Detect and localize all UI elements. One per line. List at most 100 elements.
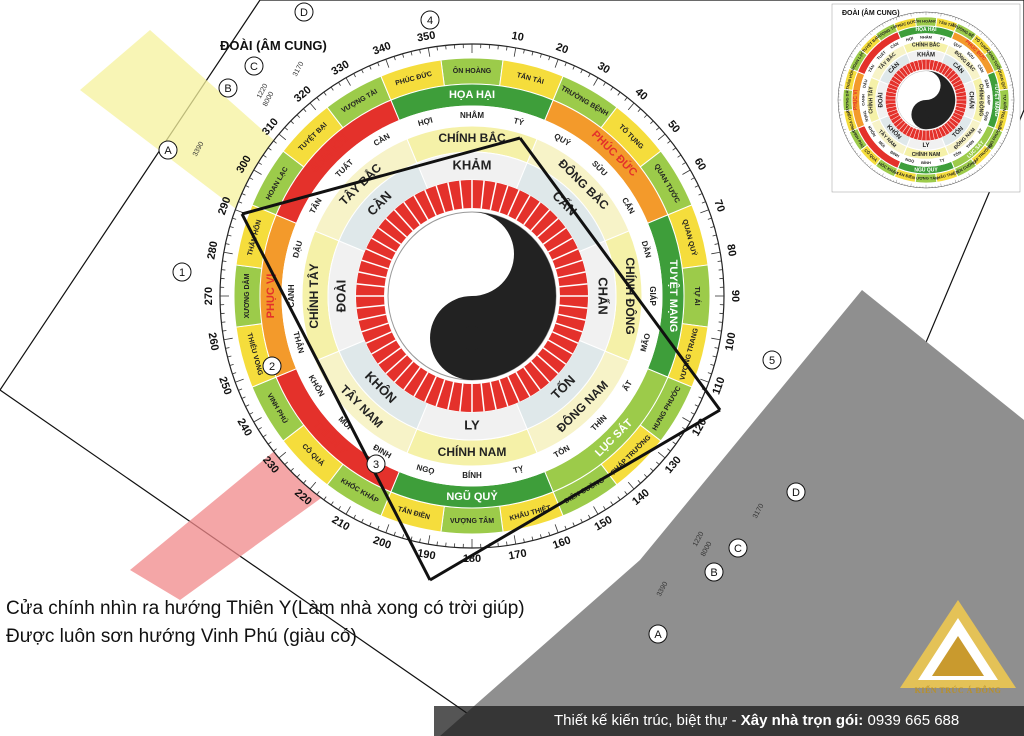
hexagram-line: [507, 189, 520, 216]
hexagram-line: [489, 381, 497, 410]
dial-tick: [554, 524, 559, 533]
hexagram-line: [507, 376, 520, 403]
hexagram-line: [557, 271, 586, 279]
degree-label: 280: [205, 240, 220, 260]
footer-bold: Xây nhà trọn gói:: [740, 712, 864, 729]
star-ring-label: NGŨ QUỶ: [446, 490, 498, 503]
hexagram-line: [552, 248, 579, 261]
dial-tick: [867, 34, 869, 36]
hexagram-line: [555, 259, 583, 270]
dial-tick: [249, 412, 254, 415]
mountain-ring-label: TỐN: [952, 150, 962, 159]
hexagram-line: [365, 248, 392, 261]
dial-tick: [657, 133, 666, 141]
logo-name: KIẾN TRÚC Á ĐÔNG: [914, 686, 1002, 695]
mountain-ring-label: MÃO: [983, 111, 990, 121]
star-ring-label: TUYỆT MẠNG: [667, 260, 680, 333]
trigram-ring-label: ĐOÀI: [333, 280, 348, 313]
dial-tick: [278, 451, 287, 459]
hexagram-line: [555, 322, 583, 333]
degree-label: 240: [235, 417, 255, 439]
hexagram-line: [547, 237, 573, 253]
dial-tick: [682, 417, 691, 423]
mountain-ring-label: THÌN: [965, 139, 975, 149]
dial-tick: [227, 234, 232, 237]
mountain-ring-label: DẦN: [640, 240, 654, 260]
hexagram-line: [905, 126, 911, 136]
degree-label: 80: [724, 243, 738, 257]
hexagram-line: [403, 201, 421, 226]
dial-tick: [860, 41, 862, 43]
mountain-ring-label: GIÁP: [987, 95, 992, 105]
dial-tick: [402, 53, 405, 58]
dial-tick: [864, 162, 866, 164]
dial-tick: [572, 65, 575, 70]
hexagram-line: [886, 91, 897, 94]
dial-tick: [650, 120, 654, 125]
mountain-ring-label: CẤN: [976, 63, 985, 73]
hexagram-line: [955, 91, 966, 94]
dial-tick: [361, 518, 364, 523]
dial-tick: [852, 148, 855, 150]
degree-label: 10: [511, 30, 525, 44]
dial-tick: [627, 481, 635, 490]
thumbnail-title: ĐOÀI (ÂM CUNG): [842, 8, 900, 17]
dial-tick: [419, 538, 421, 543]
grid-axis-bubble: [294, 2, 314, 22]
mountain-ring-label: SỬU: [966, 50, 976, 60]
dial-tick: [309, 481, 317, 490]
degree-label: 20: [554, 41, 570, 56]
degree-label: 260: [206, 332, 221, 352]
hexagram-line: [447, 381, 455, 410]
hexagram-line: [909, 127, 914, 138]
hexagram-line: [956, 102, 967, 105]
hexagram-line: [885, 102, 896, 105]
dial-tick: [874, 169, 876, 172]
dial-tick: [369, 522, 372, 527]
hexagram-line: [952, 115, 962, 121]
hexagram-line: [559, 304, 588, 309]
dial-tick: [238, 388, 243, 391]
hexagram-line: [542, 347, 567, 365]
dial-tick: [995, 48, 998, 50]
dial-tick: [940, 183, 942, 187]
dial-tick: [235, 378, 244, 383]
hexagram-line: [356, 304, 385, 309]
hexagram-line: [948, 120, 957, 128]
dial-tick: [976, 169, 978, 172]
hexagram-line: [356, 283, 385, 288]
dial-tick: [892, 18, 894, 20]
hexagram-line: [489, 182, 497, 211]
dial-tick: [712, 234, 717, 237]
grid-axis-bubble: [172, 262, 192, 282]
dial-tick: [858, 43, 862, 46]
dial-tick: [258, 162, 262, 165]
dial-tick: [229, 226, 234, 229]
mountain-ring-label: NGỌ: [905, 157, 915, 164]
dial-tick: [990, 154, 994, 157]
dial-tick: [506, 46, 508, 51]
grid-axis-bubble: [218, 78, 238, 98]
footer-phone[interactable]: 0939 665 688: [867, 712, 960, 729]
dial-tick: [999, 53, 1001, 55]
outer-ring-label: THIẾU VONG: [845, 108, 856, 133]
dial-tick: [245, 185, 250, 188]
dial-tick: [657, 451, 666, 459]
dial-tick: [338, 506, 341, 510]
dial-tick: [890, 19, 891, 21]
house-wall: [429, 408, 721, 582]
outer-ring-label: ÔN HOÀNG: [453, 66, 492, 75]
hexagram-line: [459, 180, 464, 209]
dial-tick: [410, 536, 413, 541]
dial-tick: [980, 164, 983, 168]
dial-tick: [225, 243, 230, 245]
degree-label: 60: [692, 156, 709, 173]
dial-tick: [682, 169, 691, 175]
dial-tick: [667, 448, 671, 452]
dial-tick: [361, 69, 364, 74]
dial-tick: [353, 514, 356, 519]
dial-tick: [610, 501, 614, 506]
hexagram-line: [956, 95, 967, 98]
dial-tick: [698, 396, 703, 399]
